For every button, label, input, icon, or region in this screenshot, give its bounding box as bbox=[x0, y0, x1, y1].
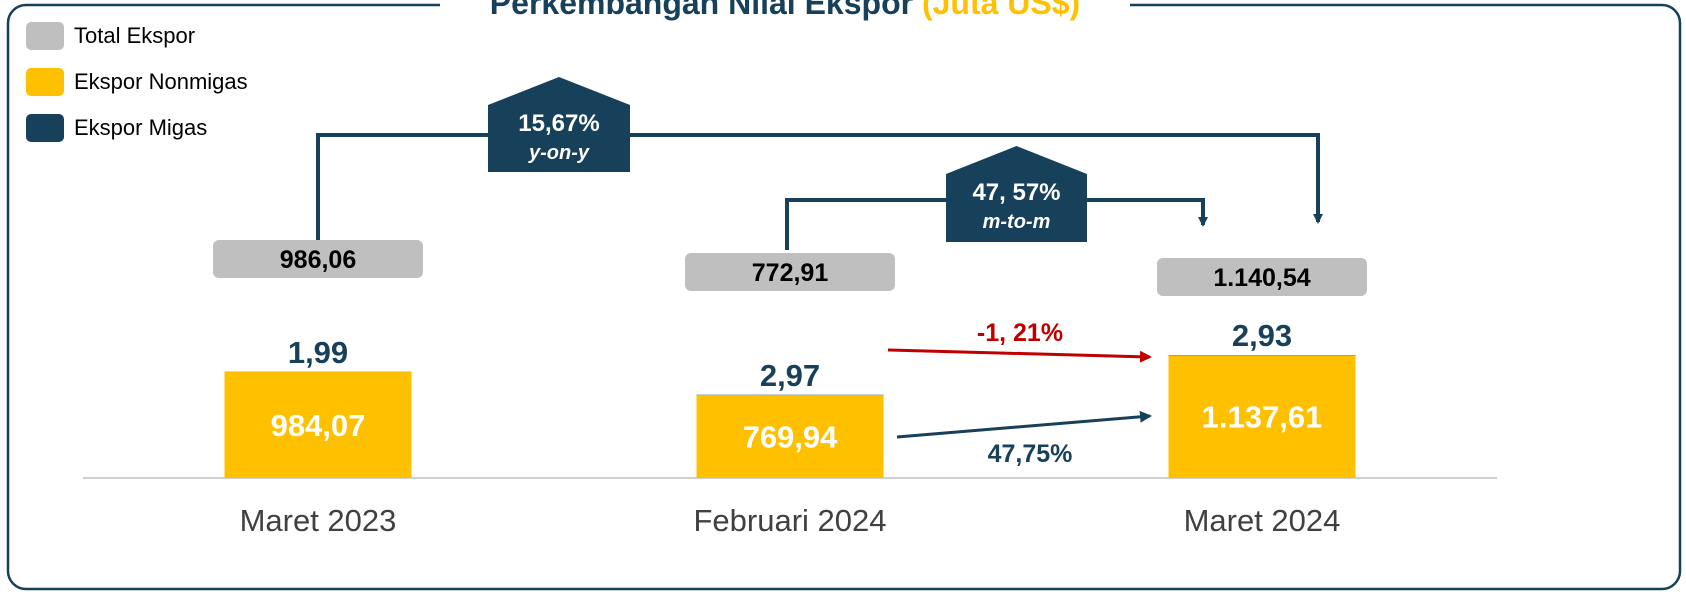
total-label: 1.140,54 bbox=[1213, 264, 1310, 292]
legend-label: Ekspor Migas bbox=[74, 115, 207, 140]
chart-title: Perkembangan Nilai Ekspor (Juta US$) bbox=[490, 0, 1080, 21]
legend-swatch bbox=[26, 114, 64, 142]
legend-swatch bbox=[26, 68, 64, 96]
migas-label: 1,99 bbox=[288, 335, 348, 370]
nonmigas-arrow bbox=[896, 410, 1152, 439]
x-tick-label: Februari 2024 bbox=[693, 503, 886, 538]
title-gap bbox=[440, 0, 1130, 14]
nonmigas-change: 47,75% bbox=[988, 440, 1073, 468]
badge-value: 15,67% bbox=[518, 110, 599, 137]
badge-period: m-to-m bbox=[983, 211, 1051, 233]
title-unit: (Juta US$) bbox=[922, 0, 1080, 21]
badge-period: y-on-y bbox=[528, 142, 590, 164]
change-badge bbox=[488, 77, 630, 172]
legend-label: Ekspor Nonmigas bbox=[74, 69, 248, 94]
legend-swatch bbox=[26, 22, 64, 50]
legend-label: Total Ekspor bbox=[74, 23, 195, 48]
migas-label: 2,97 bbox=[760, 358, 820, 393]
total-label: 772,91 bbox=[752, 259, 829, 287]
segment-label: 769,94 bbox=[743, 420, 839, 455]
title-main: Perkembangan Nilai Ekspor bbox=[490, 0, 913, 21]
change-badge bbox=[946, 146, 1087, 242]
yoy-connector bbox=[316, 133, 1323, 240]
bar-segment bbox=[1168, 355, 1356, 478]
total-label: 986,06 bbox=[280, 246, 356, 274]
frame bbox=[6, 3, 1682, 591]
x-tick-label: Maret 2023 bbox=[240, 503, 397, 538]
migas-change: -1, 21% bbox=[977, 319, 1063, 347]
total-box bbox=[685, 253, 895, 291]
migas-label: 2,93 bbox=[1232, 318, 1292, 353]
total-box bbox=[213, 240, 423, 278]
total-box bbox=[1157, 258, 1367, 296]
segment-label: 1.137,61 bbox=[1202, 400, 1323, 435]
x-tick-label: Maret 2024 bbox=[1184, 503, 1341, 538]
bar-segment bbox=[224, 372, 412, 478]
segment-label: 984,07 bbox=[271, 408, 366, 443]
migas-arrow bbox=[887, 348, 1152, 363]
badge-value: 47, 57% bbox=[972, 179, 1060, 206]
bar-segment bbox=[696, 395, 884, 478]
